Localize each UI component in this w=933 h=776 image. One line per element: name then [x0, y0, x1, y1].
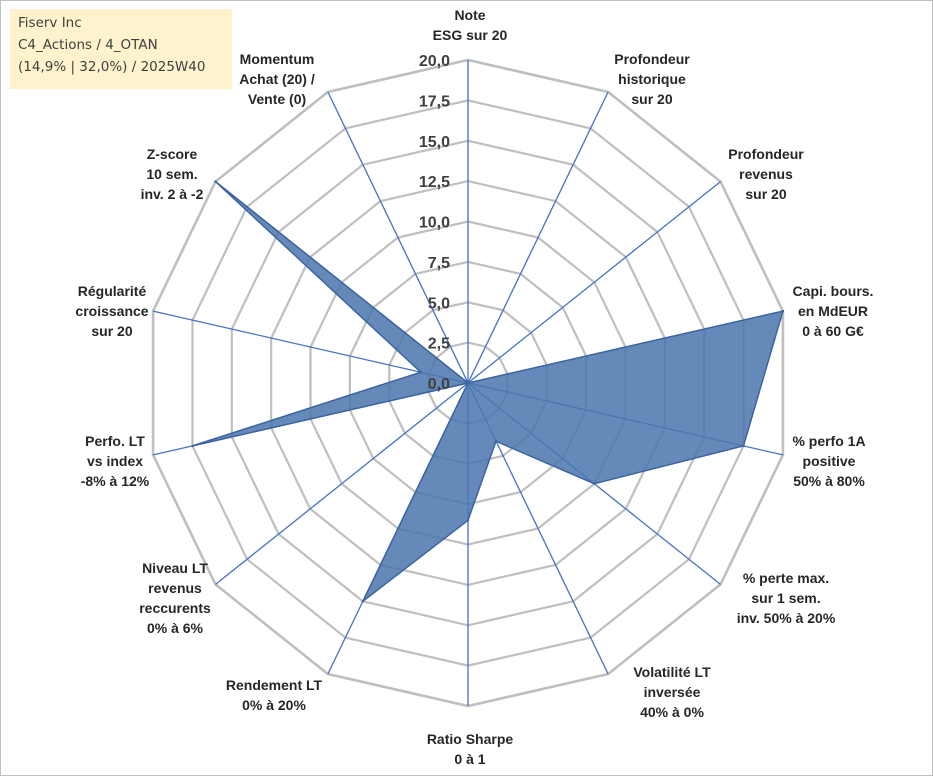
axis-label: Momentum Achat (20) / Vente (0) — [239, 51, 315, 107]
axis-label-line: % perte max. — [743, 570, 829, 586]
axis-label-line: Achat (20) / — [239, 71, 315, 87]
axis-label-line: sur 20 — [91, 323, 132, 339]
axis-label-line: inv. 2 à -2 — [141, 186, 204, 202]
tick-label: 0,0 — [428, 376, 450, 393]
axis-label-line: sur 20 — [631, 91, 672, 107]
axis-spoke — [152, 310, 469, 384]
axis-label-line: -8% à 12% — [81, 473, 150, 489]
company-name: Fiserv Inc — [18, 15, 82, 31]
axis-label-line: Momentum — [240, 51, 315, 67]
axis-label-line: Ratio Sharpe — [427, 731, 514, 747]
axis-label-line: historique — [618, 71, 686, 87]
axis-label: Note ESG sur 20 — [433, 7, 508, 43]
axis-label: Niveau LT revenus reccurents 0% à 6% — [139, 560, 211, 636]
axis-label-line: inv. 50% à 20% — [737, 610, 836, 626]
axis-label-line: croissance — [75, 303, 148, 319]
data-point — [781, 309, 785, 313]
axis-label-line: Note — [454, 7, 485, 23]
axis-label-line: Profondeur — [614, 51, 690, 67]
data-point — [466, 381, 470, 385]
data-series-area — [192, 181, 784, 602]
axis-label-line: Volatilité LT — [633, 664, 711, 680]
tick-label: 5,0 — [428, 295, 450, 312]
axis-label: Z-score 10 sem. inv. 2 à -2 — [141, 146, 204, 202]
axis-label-line: ESG sur 20 — [433, 27, 508, 43]
axis-label: Rendement LT 0% à 20% — [226, 677, 323, 713]
axis-label: Profondeur revenus sur 20 — [728, 146, 804, 202]
tick-label: 15,0 — [419, 134, 450, 151]
radar-series — [191, 180, 785, 603]
axis-spoke — [467, 181, 721, 384]
tick-label: 12,5 — [419, 174, 450, 191]
portfolio-name: C4_Actions / 4_OTAN — [18, 37, 158, 53]
axis-label-line: 0% à 20% — [242, 697, 306, 713]
axis-spoke — [467, 91, 609, 384]
axis-label-line: Z-score — [147, 146, 198, 162]
axis-label-line: sur 1 sem. — [751, 590, 820, 606]
axis-label-line: Perfo. LT — [85, 433, 145, 449]
axis-label-line: 10 sem. — [146, 166, 197, 182]
axis-spoke — [327, 91, 469, 384]
axis-label-line: vs index — [87, 453, 143, 469]
axis-label: Ratio Sharpe 0 à 1 — [427, 731, 514, 767]
data-point — [361, 600, 365, 603]
axis-label-line: Vente (0) — [248, 91, 306, 107]
chart-title-box: Fiserv Inc C4_Actions / 4_OTAN (14,9% | … — [10, 9, 232, 89]
axis-label-line: en MdEUR — [798, 303, 868, 319]
axis-label-line: positive — [803, 453, 856, 469]
axis-label: Régularité croissance sur 20 — [75, 283, 148, 339]
axis-label-line: Rendement LT — [226, 677, 323, 693]
axis-label: % perte max. sur 1 sem. inv. 50% à 20% — [737, 570, 836, 626]
tick-label: 10,0 — [419, 215, 450, 232]
axis-label-line: inversée — [644, 684, 701, 700]
tick-label: 2,5 — [428, 336, 450, 353]
tick-label: 7,5 — [428, 255, 450, 272]
axis-label-line: Capi. bours. — [793, 283, 874, 299]
portfolio-stats: (14,9% | 32,0%) / 2025W40 — [18, 59, 206, 75]
axis-label-line: 0% à 6% — [147, 620, 204, 636]
axis-label: % perfo 1A positive 50% à 80% — [792, 433, 865, 489]
data-point — [494, 440, 498, 443]
axis-label: Profondeur historique sur 20 — [614, 51, 690, 107]
axis-spoke — [215, 382, 469, 585]
tick-label: 20,0 — [419, 53, 450, 70]
axis-label-line: Régularité — [78, 283, 147, 299]
data-point — [191, 444, 194, 448]
axis-labels: Note ESG sur 20 Profondeur historique sur 20… — [75, 7, 873, 767]
axis-label-line: 0 à 1 — [454, 751, 485, 767]
axis-label-line: Profondeur — [728, 146, 804, 162]
axis-label-line: revenus — [739, 166, 793, 182]
axis-label-line: sur 20 — [745, 186, 786, 202]
axis-label-line: 50% à 80% — [793, 473, 865, 489]
axis-label: Volatilité LT inversée 40% à 0% — [633, 664, 711, 720]
axis-label-line: reccurents — [139, 600, 211, 616]
data-point — [593, 482, 596, 485]
data-point — [742, 444, 745, 448]
data-point — [214, 180, 217, 183]
tick-label: 17,5 — [419, 93, 450, 110]
data-point — [466, 519, 470, 522]
axis-label-line: 0 à 60 G€ — [802, 323, 864, 339]
axis-label-line: revenus — [148, 580, 202, 596]
axis-label: Capi. bours. en MdEUR 0 à 60 G€ — [793, 283, 874, 339]
axis-label-line: Niveau LT — [142, 560, 208, 576]
radial-tick-labels: 0,0 2,5 5,0 7,5 10,0 12,5 15,0 17,5 20,0 — [419, 53, 450, 393]
axis-label-line: 40% à 0% — [640, 704, 704, 720]
data-point — [419, 371, 422, 374]
axis-label: Perfo. LT vs index -8% à 12% — [81, 433, 150, 489]
axis-label-line: % perfo 1A — [792, 433, 865, 449]
